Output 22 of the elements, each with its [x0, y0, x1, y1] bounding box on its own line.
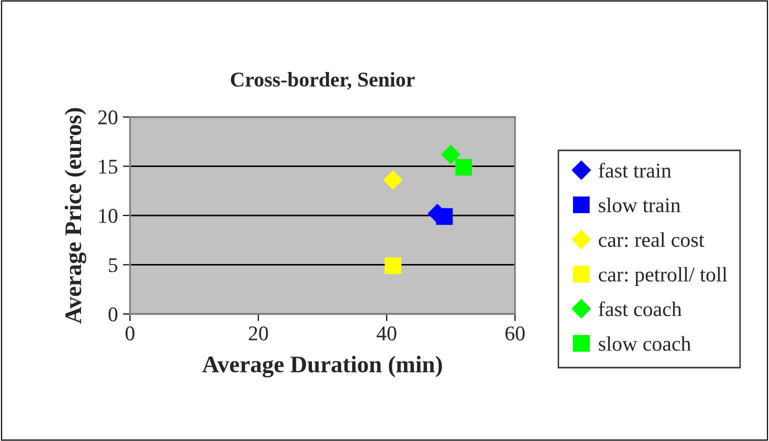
x-tick-label: 40: [376, 326, 396, 340]
point: [384, 257, 402, 274]
y-tick-label: 20: [98, 110, 118, 124]
point: [384, 170, 403, 190]
y-tick-label: 5: [108, 258, 118, 272]
legend-label: slow train: [598, 198, 680, 212]
chart-title: Cross-border, Senior: [230, 72, 415, 90]
legend-label: fast coach: [598, 301, 682, 316]
x-tick-label: 0: [126, 326, 134, 340]
y-tick-label: 10: [99, 208, 118, 223]
x-tick-label: 60: [505, 326, 525, 340]
legend-label: car: real cost: [598, 232, 704, 248]
y-axis-title: Average Price (euros): [64, 108, 86, 324]
point: [455, 158, 472, 176]
legend-label: slow coach: [598, 336, 691, 351]
legend-label: car: petroll/ toll: [598, 266, 728, 286]
point: [441, 144, 460, 164]
legend-label: fast train: [598, 162, 672, 178]
x-axis-title: Average Duration (min): [202, 356, 442, 378]
y-tick-label: 15: [99, 160, 118, 174]
y-tick-label: 0: [108, 307, 118, 322]
x-tick-label: 20: [248, 326, 268, 340]
